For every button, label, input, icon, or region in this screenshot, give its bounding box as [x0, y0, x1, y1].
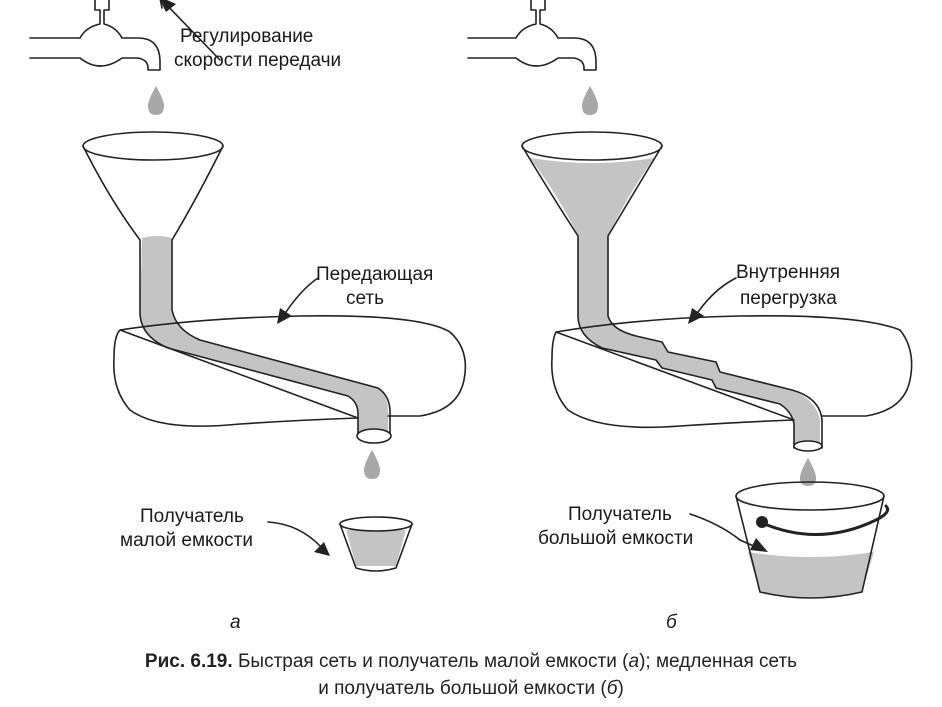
figure-caption: Рис. 6.19. Быстрая сеть и получатель мал… [0, 648, 942, 702]
network-a-label-line2: сеть [346, 288, 384, 309]
rate-control-label-line1: Регулирование [180, 26, 313, 47]
receiver-a-label-line2: малой емкости [120, 530, 253, 551]
faucet-a-icon [29, 0, 161, 71]
network-cloud-a [113, 315, 467, 427]
caption-ref-a: а [628, 651, 640, 672]
small-receiver-cup [339, 516, 413, 572]
drop-b-top-icon [582, 86, 598, 115]
caption-text-1: Быстрая сеть и получатель малой емкости … [232, 651, 629, 672]
caption-ref-b: б [606, 678, 618, 699]
network-cloud-b [551, 314, 913, 429]
receiver-b-label-line1: Получатель [568, 504, 672, 525]
caption-number: Рис. 6.19. [144, 651, 233, 672]
drop-a-bottom-icon [364, 450, 380, 479]
drop-b-bottom-icon [800, 458, 816, 486]
congestion-label-line1: Внутренняя [736, 262, 840, 283]
caption-text-2: ); медленная сеть [639, 651, 798, 672]
subfigure-b-label: б [666, 612, 678, 633]
network-a-label-line1: Передающая [316, 264, 433, 285]
caption-text-4: ) [617, 678, 624, 699]
receiver-b-label-line2: большой емкости [538, 528, 693, 549]
subfigure-a-label: а [230, 612, 241, 633]
receiver-a-label-line1: Получатель [140, 506, 244, 527]
faucet-b-icon [467, 0, 597, 71]
caption-line1: Рис. 6.19. Быстрая сеть и получатель мал… [0, 648, 942, 675]
caption-line2: и получатель большой емкости (б) [0, 675, 942, 702]
caption-text-3: и получатель большой емкости ( [318, 678, 607, 699]
panel-a: Регулирование скорости передачи Передающ… [29, 0, 467, 633]
panel-b: Внутренняя перегрузка Получатель большой… [467, 0, 913, 633]
drop-a-top-icon [148, 86, 164, 115]
large-receiver-bucket [735, 481, 890, 599]
rate-control-label-line2: скорости передачи [174, 50, 341, 71]
congestion-label-line2: перегрузка [740, 288, 837, 309]
